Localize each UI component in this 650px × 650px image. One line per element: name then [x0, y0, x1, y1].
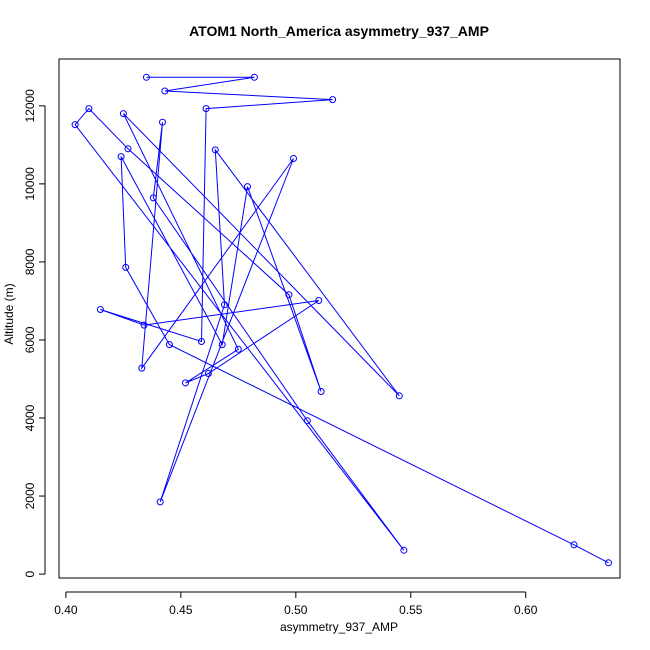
data-point	[140, 321, 148, 329]
data-point	[142, 73, 150, 81]
data-point	[570, 541, 578, 549]
data-point	[156, 498, 164, 506]
data-point	[218, 341, 226, 349]
data-point	[211, 146, 219, 154]
data-point	[96, 306, 104, 313]
data-point	[285, 291, 293, 299]
data-point	[182, 379, 189, 387]
data-point	[250, 73, 258, 81]
y-axis-label: Altitude (m)	[2, 283, 16, 344]
data-point	[161, 87, 169, 95]
y-tick-label: 8000	[23, 248, 37, 275]
data-point	[202, 105, 210, 113]
x-axis: 0.40 0.45 0.50 0.55 0.60	[54, 591, 538, 617]
y-tick-label: 4000	[23, 404, 37, 431]
x-tick-label: 0.40	[54, 603, 78, 617]
y-tick-label: 2000	[23, 482, 37, 509]
chart-title: ATOM1 North_America asymmetry_937_AMP	[189, 23, 489, 39]
data-point	[204, 370, 212, 377]
data-point	[159, 118, 166, 126]
series-layer	[71, 73, 612, 567]
data-point	[244, 183, 251, 191]
y-tick-label: 6000	[23, 326, 37, 353]
data-point	[290, 155, 297, 162]
data-point	[605, 559, 612, 567]
x-tick-label: 0.60	[514, 603, 538, 617]
data-point	[138, 364, 146, 372]
x-axis-label: asymmetry_937_AMP	[280, 620, 398, 634]
data-point	[315, 297, 323, 304]
data-point	[71, 121, 79, 129]
data-point	[85, 105, 93, 113]
plot-area-border	[58, 58, 621, 579]
x-tick-label: 0.55	[399, 603, 423, 617]
data-point	[117, 153, 125, 161]
data-point	[303, 417, 311, 425]
y-axis: 0 2000 4000 6000 8000 10000 12000	[23, 89, 46, 577]
data-point	[221, 301, 228, 309]
x-tick-label: 0.50	[284, 603, 308, 617]
data-point	[400, 546, 408, 554]
y-tick-label: 12000	[23, 89, 37, 123]
data-point	[317, 388, 325, 395]
data-point	[119, 110, 127, 118]
data-point	[124, 145, 132, 153]
data-point	[198, 338, 205, 345]
data-point	[122, 263, 130, 271]
data-point	[395, 392, 403, 400]
y-tick-label: 0	[23, 570, 37, 577]
data-point	[165, 341, 173, 349]
series-line	[74, 76, 609, 564]
data-point	[149, 194, 157, 202]
y-tick-label: 10000	[23, 167, 37, 201]
data-point	[234, 345, 242, 353]
x-tick-label: 0.45	[169, 603, 193, 617]
data-point	[329, 96, 337, 104]
